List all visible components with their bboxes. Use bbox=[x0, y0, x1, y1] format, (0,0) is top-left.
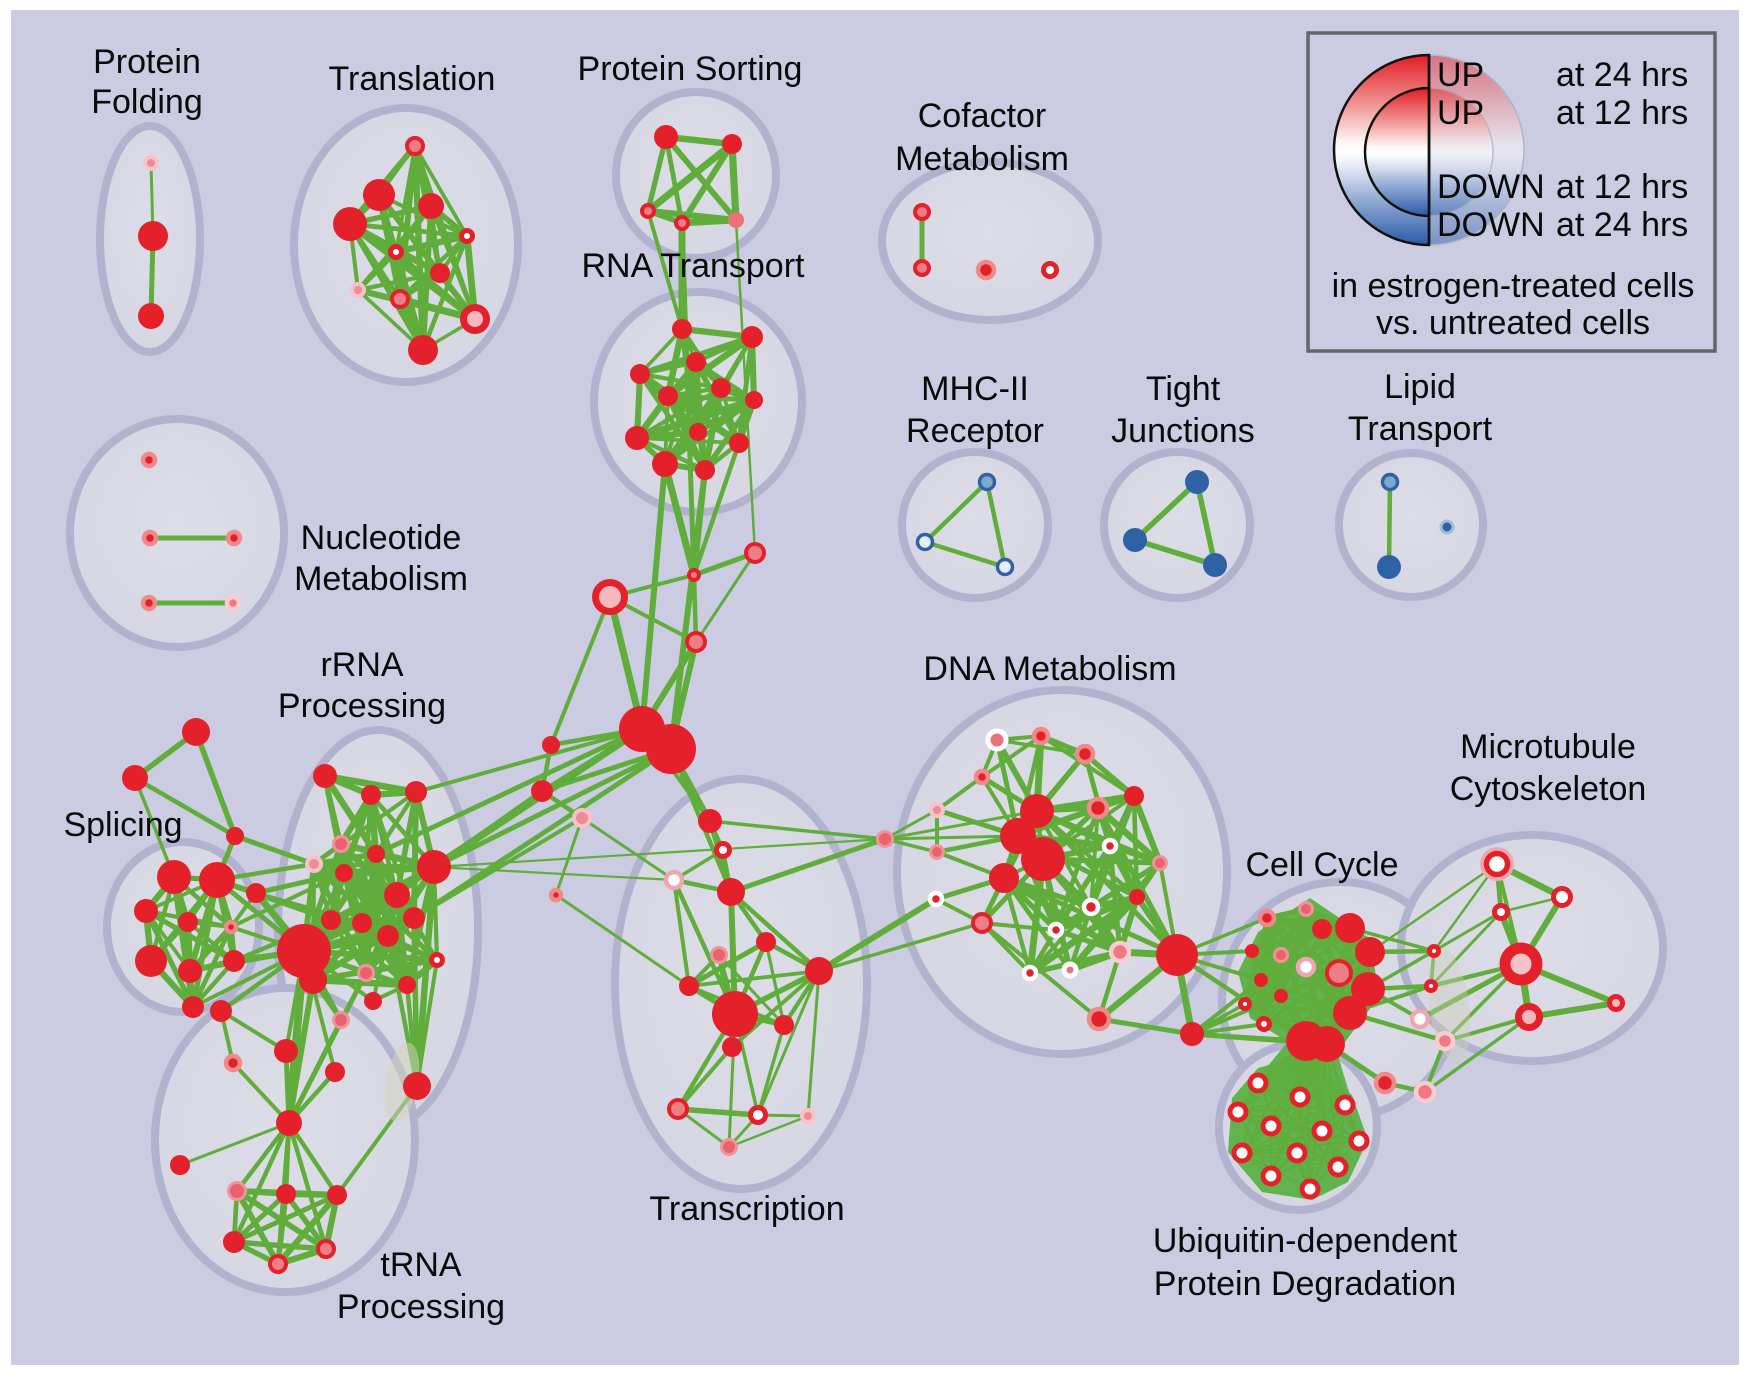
svg-text:in estrogen-treated cells: in estrogen-treated cells bbox=[1332, 267, 1695, 305]
svg-text:at 12 hrs: at 12 hrs bbox=[1556, 94, 1688, 132]
svg-text:Metabolism: Metabolism bbox=[294, 560, 468, 598]
svg-text:Processing: Processing bbox=[337, 1288, 505, 1326]
svg-text:at 24 hrs: at 24 hrs bbox=[1556, 206, 1688, 244]
svg-text:Ubiquitin-dependent: Ubiquitin-dependent bbox=[1153, 1222, 1458, 1260]
svg-text:Receptor: Receptor bbox=[906, 412, 1044, 450]
svg-text:MHC-II: MHC-II bbox=[921, 370, 1029, 408]
svg-text:rRNA: rRNA bbox=[320, 646, 403, 684]
svg-text:DOWN: DOWN bbox=[1437, 168, 1545, 206]
svg-text:UP: UP bbox=[1437, 94, 1484, 132]
svg-text:Transcription: Transcription bbox=[649, 1190, 844, 1228]
svg-text:Processing: Processing bbox=[278, 687, 446, 725]
svg-text:tRNA: tRNA bbox=[380, 1246, 462, 1284]
svg-text:Translation: Translation bbox=[329, 60, 496, 98]
svg-text:Transport: Transport bbox=[1348, 410, 1493, 448]
svg-text:Junctions: Junctions bbox=[1111, 412, 1255, 450]
svg-text:vs. untreated cells: vs. untreated cells bbox=[1376, 304, 1650, 342]
svg-text:Cofactor: Cofactor bbox=[918, 97, 1047, 135]
svg-text:at 12 hrs: at 12 hrs bbox=[1556, 168, 1688, 206]
svg-text:Protein Degradation: Protein Degradation bbox=[1154, 1265, 1456, 1303]
svg-text:Cell Cycle: Cell Cycle bbox=[1245, 846, 1398, 884]
svg-text:at 24 hrs: at 24 hrs bbox=[1556, 56, 1688, 94]
svg-text:DNA Metabolism: DNA Metabolism bbox=[923, 650, 1176, 688]
svg-text:Metabolism: Metabolism bbox=[895, 140, 1069, 178]
svg-text:Splicing: Splicing bbox=[63, 806, 182, 844]
svg-text:UP: UP bbox=[1437, 56, 1484, 94]
svg-text:Nucleotide: Nucleotide bbox=[301, 519, 462, 557]
svg-text:Tight: Tight bbox=[1146, 370, 1221, 408]
svg-text:Cytoskeleton: Cytoskeleton bbox=[1450, 770, 1647, 808]
svg-text:Microtubule: Microtubule bbox=[1460, 728, 1636, 766]
svg-text:Protein: Protein bbox=[93, 43, 201, 81]
svg-text:Lipid: Lipid bbox=[1384, 368, 1456, 406]
svg-text:RNA Transport: RNA Transport bbox=[582, 247, 806, 285]
svg-text:Folding: Folding bbox=[91, 83, 203, 121]
svg-text:DOWN: DOWN bbox=[1437, 206, 1545, 244]
svg-text:Protein Sorting: Protein Sorting bbox=[578, 50, 803, 88]
